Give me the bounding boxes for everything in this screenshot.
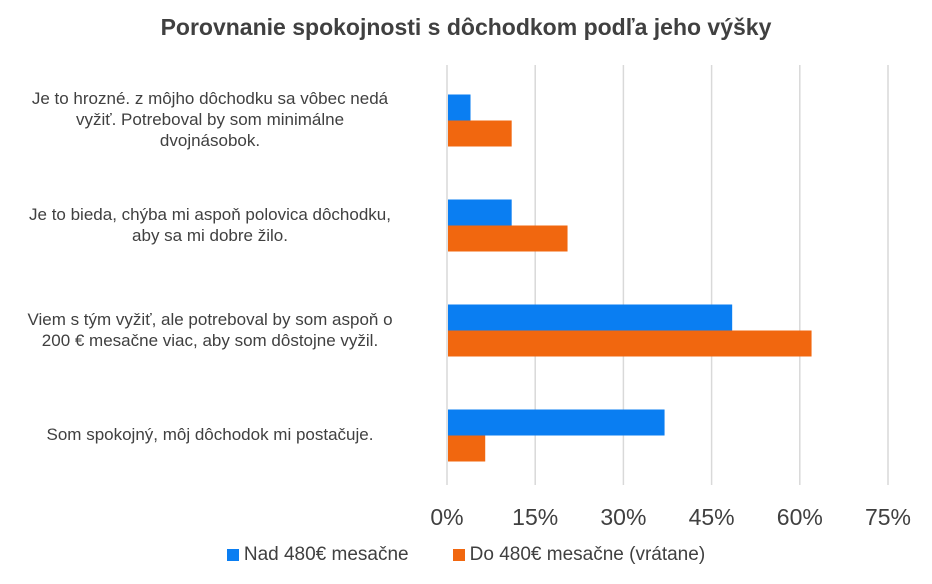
category-label-line: Je to bieda, chýba mi aspoň polovica dôc… bbox=[29, 204, 391, 224]
chart-title: Porovnanie spokojnosti s dôchodkom podľa… bbox=[160, 14, 772, 40]
bar-do-480-3 bbox=[448, 435, 486, 462]
x-tick-label: 0% bbox=[430, 504, 464, 530]
bar-do-480-2 bbox=[448, 330, 812, 357]
category-label-line: vyžiť. Potreboval by som minimálne bbox=[75, 110, 345, 129]
x-tick-label: 15% bbox=[512, 504, 559, 530]
category-label: Som spokojný, môj dôchodok mi postačuje. bbox=[0, 424, 430, 445]
legend-label: Nad 480€ mesačne bbox=[243, 544, 409, 565]
category-label-line: aby sa mi dobre žilo. bbox=[132, 225, 288, 245]
x-tick-label: 30% bbox=[600, 504, 647, 530]
x-tick-label: 45% bbox=[688, 504, 735, 530]
x-tick-label: 75% bbox=[864, 504, 912, 530]
category-label-line: Viem s tým vyžiť, ale potreboval by som … bbox=[27, 309, 393, 329]
legend-item-do-480: Do 480€ mesačne (vrátane) bbox=[452, 544, 706, 566]
category-label: Je to bieda, chýba mi aspoň polovica dôc… bbox=[0, 204, 430, 246]
legend-label: Do 480€ mesačne (vrátane) bbox=[469, 544, 706, 565]
bar-do-480-1 bbox=[448, 225, 568, 252]
category-label: Viem s tým vyžiť, ale potreboval by som … bbox=[0, 309, 430, 351]
legend: Nad 480€ mesačne Do 480€ mesačne (vrátan… bbox=[0, 544, 932, 566]
x-tick-label: 60% bbox=[776, 504, 823, 530]
bar-do-480-0 bbox=[448, 120, 512, 147]
legend-swatch-orange bbox=[452, 549, 465, 561]
category-label: Je to hrozné. z môjho dôchodku sa vôbec … bbox=[0, 88, 430, 151]
bar-nad-480-2 bbox=[448, 304, 733, 331]
bar-nad-480-0 bbox=[448, 94, 471, 121]
category-label-line: dvojnásobok. bbox=[159, 131, 261, 150]
legend-swatch-blue bbox=[226, 549, 239, 561]
category-label-line: 200 € mesačne viac, aby som dôstojne vyž… bbox=[41, 330, 379, 350]
bar-nad-480-3 bbox=[448, 409, 665, 436]
category-label-line: Je to hrozné. z môjho dôchodku sa vôbec … bbox=[31, 89, 389, 108]
bar-nad-480-1 bbox=[448, 199, 512, 226]
legend-item-nad-480: Nad 480€ mesačne bbox=[226, 544, 409, 566]
category-label-line: Som spokojný, môj dôchodok mi postačuje. bbox=[46, 425, 374, 444]
